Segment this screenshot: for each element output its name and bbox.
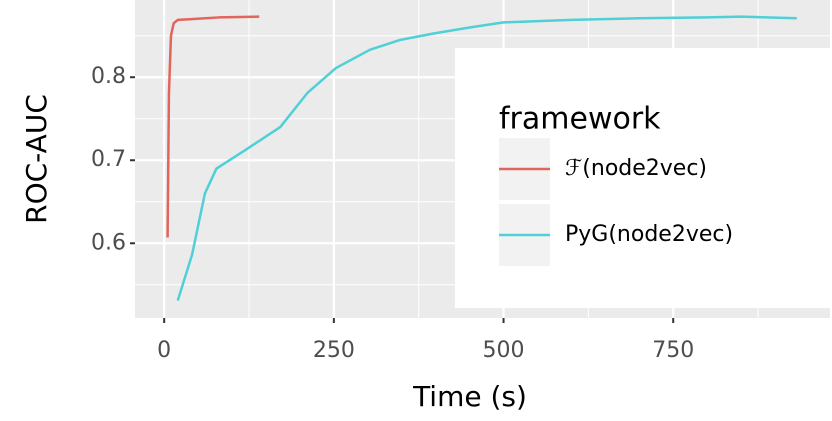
legend-title: framework — [499, 102, 661, 137]
y-axis-title: ROC-AUC — [20, 94, 53, 224]
x-tick-label: 250 — [313, 338, 355, 363]
y-tick-label: 0.8 — [91, 64, 126, 89]
legend-label: PyG(node2vec) — [565, 222, 733, 247]
x-tick-label: 750 — [652, 338, 694, 363]
y-tick-label: 0.6 — [91, 230, 126, 255]
x-tick-label: 500 — [483, 338, 525, 363]
line — [166, 15, 260, 238]
y-tick-label: 0.7 — [91, 147, 126, 172]
x-tick-label: 0 — [157, 338, 171, 363]
legend-label: ℱ(node2vec) — [565, 156, 707, 181]
line — [176, 15, 797, 301]
x-axis-title: Time (s) — [412, 380, 527, 413]
